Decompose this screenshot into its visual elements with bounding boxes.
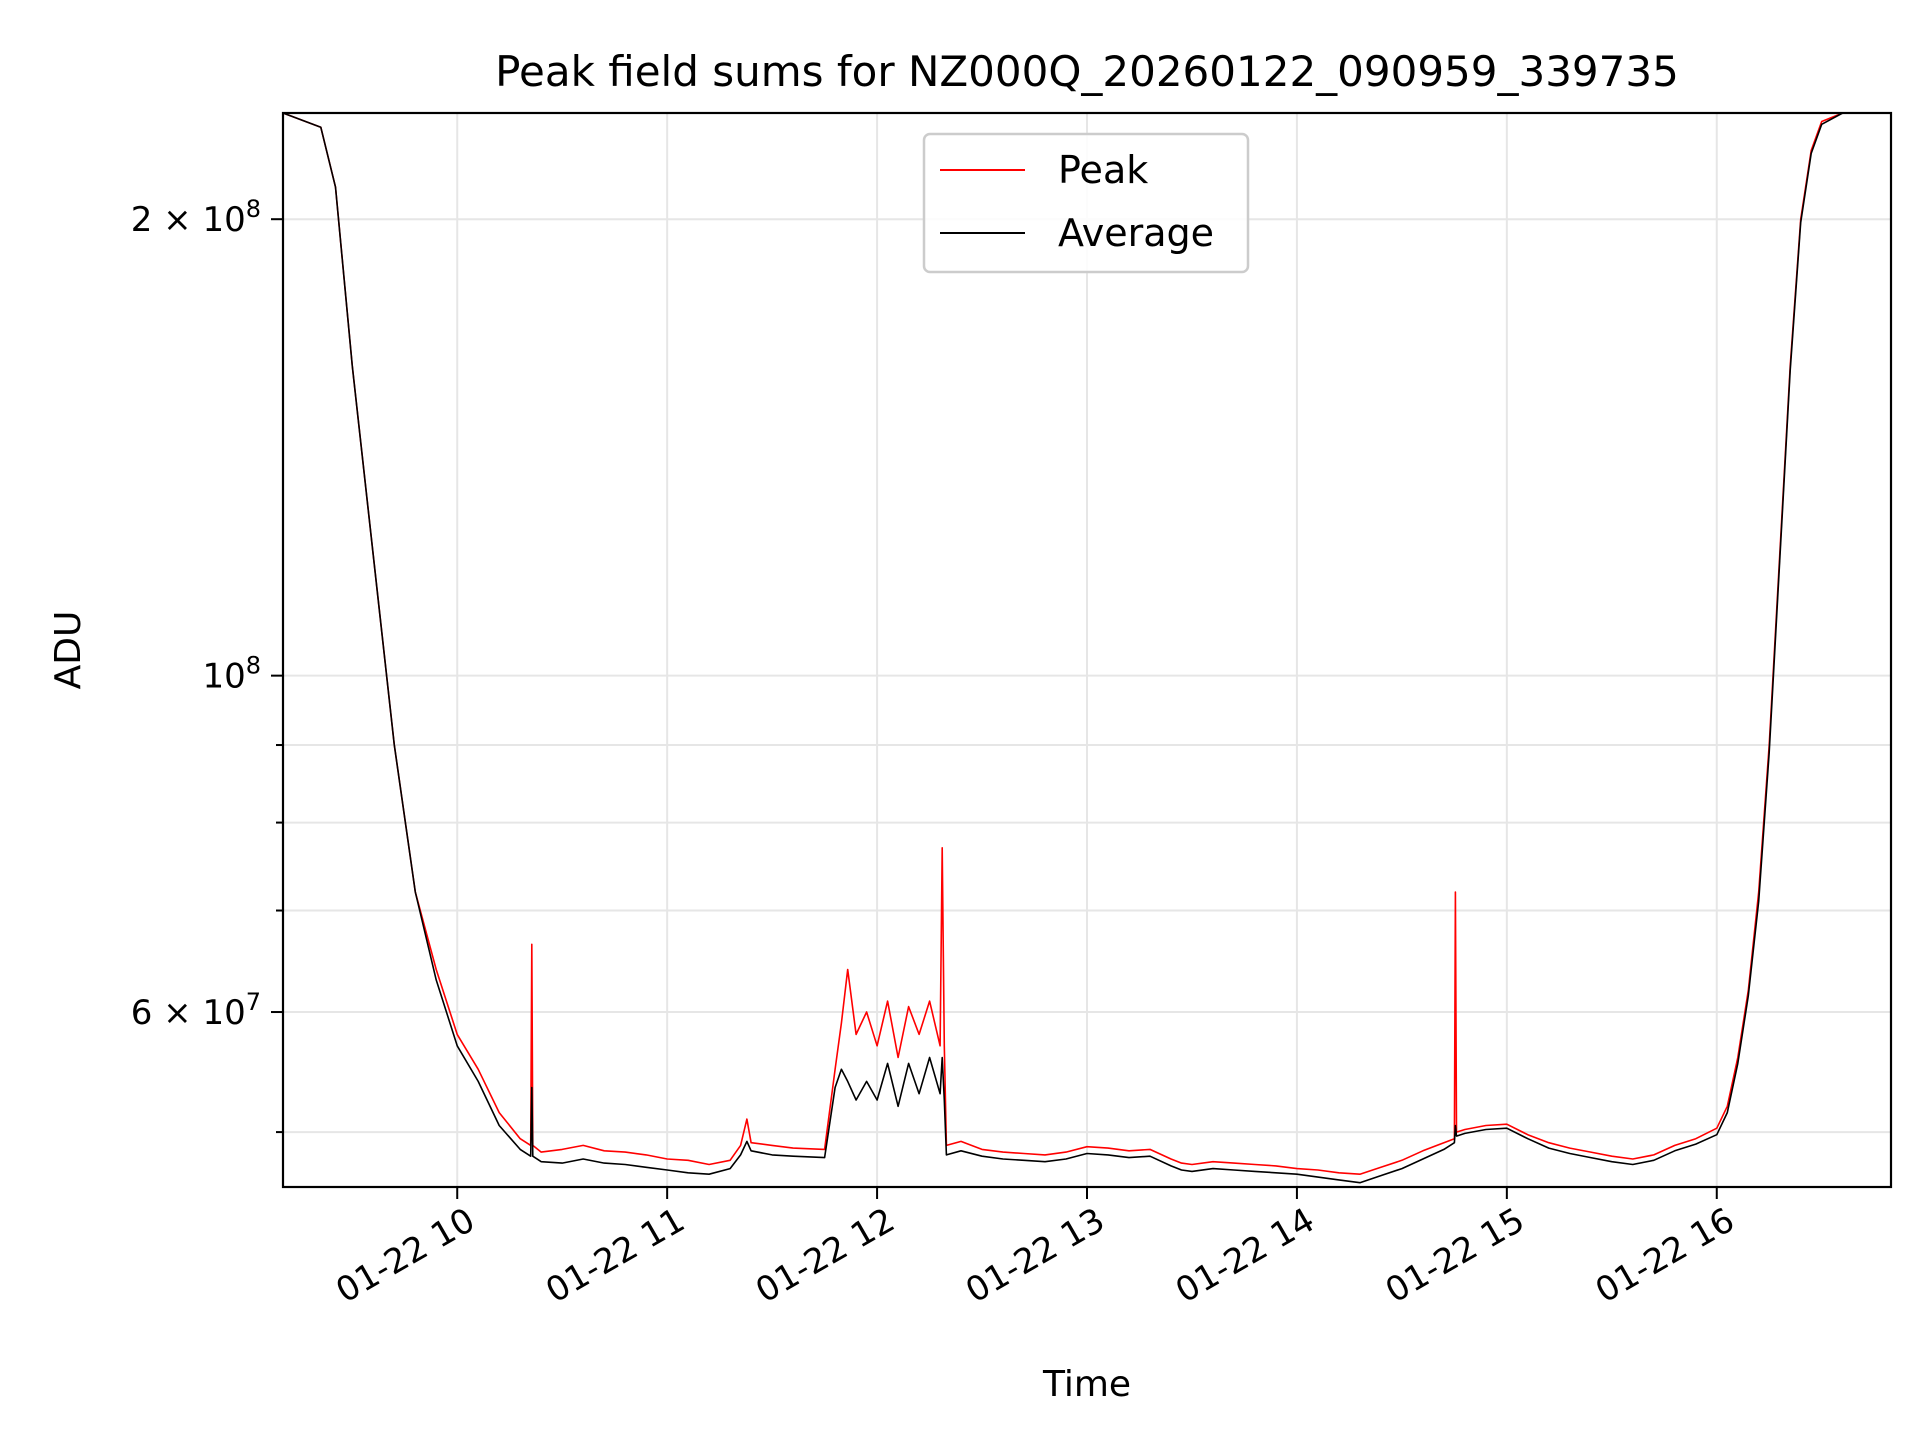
y-tick-label-2: 6 × 107	[131, 988, 261, 1033]
legend-label-peak: Peak	[1058, 148, 1148, 192]
y-tick-label-0: 108	[202, 652, 261, 697]
x-axis-label: Time	[1042, 1364, 1131, 1405]
chart-title: Peak field sums for NZ000Q_20260122_0909…	[495, 47, 1679, 96]
legend-label-average: Average	[1058, 211, 1214, 255]
series-line-peak	[282, 112, 1891, 1175]
y-axis-label: ADU	[48, 611, 89, 690]
legend-box	[922, 132, 1250, 274]
series-layer	[282, 112, 1891, 1184]
grid	[283, 113, 1891, 1187]
y-tick-label-1: 2 × 108	[131, 195, 261, 240]
legend: Peak Average	[922, 132, 1250, 274]
series-line-average	[282, 112, 1891, 1184]
